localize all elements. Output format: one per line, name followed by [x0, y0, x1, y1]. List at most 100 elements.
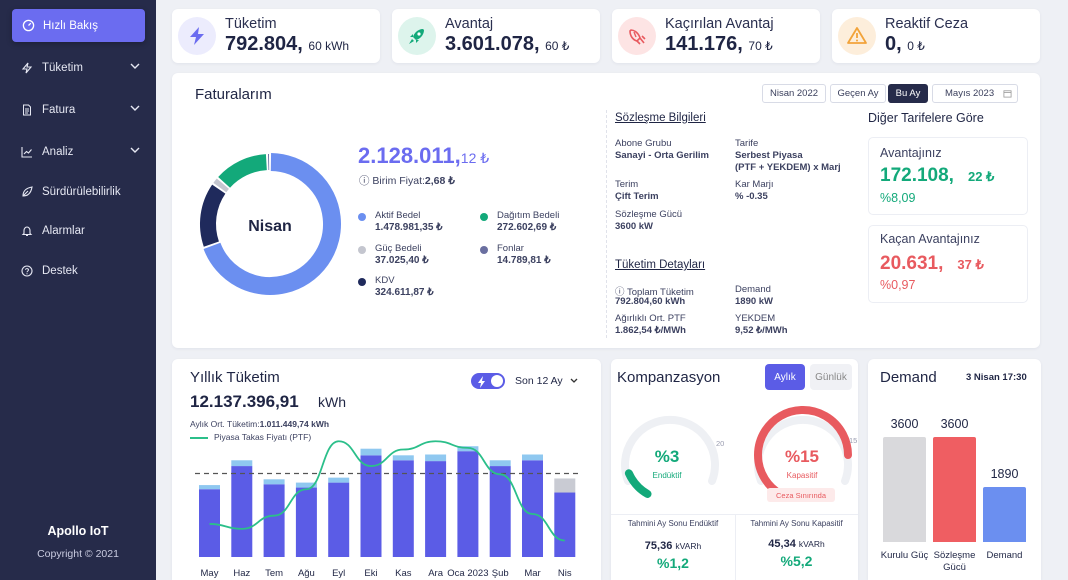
- ptf-label: Ağırlıklı Ort. PTF: [615, 313, 686, 324]
- donut-slice: [213, 178, 229, 193]
- bar-cap: [360, 448, 382, 456]
- est-kapasitif-pct: %5,2: [780, 553, 813, 569]
- x-tick-label: Eki: [364, 568, 377, 579]
- kpi-label: Kaçırılan Avantaj: [665, 16, 774, 32]
- kpi-value: 3.601.078,: [445, 33, 540, 55]
- copyright: Copyright © 2021: [37, 548, 119, 560]
- donut-center-label: Nisan: [248, 218, 292, 235]
- chevron-down-icon: [130, 145, 140, 157]
- sidebar-item-surdurulebilirlik[interactable]: Sürdürülebilirlik: [20, 182, 142, 202]
- kpi-kacirilan-avantaj: Kaçırılan Avantaj 141.176, 70 ₺: [612, 9, 820, 63]
- chevron-down-icon: [570, 375, 578, 387]
- sidebar-item-hizli-bakis[interactable]: Hızlı Bakış: [12, 9, 145, 42]
- legend-swatch: [358, 246, 366, 254]
- toplam-value: 792.804,60 kWh: [615, 296, 686, 307]
- info-icon: ⓘ: [359, 175, 370, 187]
- bar-cap: [328, 477, 350, 483]
- sidebar-item-fatura[interactable]: Fatura: [20, 100, 142, 120]
- x-tick-label: Eyl: [332, 568, 345, 579]
- x-tick-label: Ağu: [298, 568, 315, 579]
- period-select[interactable]: Son 12 Ay: [515, 375, 578, 387]
- unit-price-label: Birim Fiyat:: [372, 175, 425, 187]
- kpi-decimal: 70 ₺: [748, 39, 773, 53]
- bar-cap: [231, 460, 253, 467]
- sidebar-item-label: Hızlı Bakış: [43, 19, 98, 32]
- donut-slice: [203, 153, 341, 295]
- est-kapasitif-value: 45,34 kVARh: [768, 538, 825, 550]
- gauge-max-enduktif: 20: [716, 439, 724, 448]
- sidebar-item-analiz[interactable]: Analiz: [20, 142, 142, 162]
- est-enduktif-label: Tahmini Ay Sonu Endüktif: [627, 519, 719, 528]
- missed-value: 20.631, 37 ₺: [880, 253, 984, 274]
- toplam-label: ⓘ Toplam Tüketim: [615, 287, 694, 298]
- consumption-details-title: Tüketim Detayları: [615, 259, 706, 271]
- ptf-value: 1.862,54 ₺/MWh: [615, 325, 686, 336]
- date-value: Mayıs 2023: [945, 88, 995, 99]
- leaf-icon: [20, 185, 34, 199]
- advantage-box: [868, 137, 1028, 215]
- kpi-decimal: 0 ₺: [907, 39, 925, 53]
- unit-price: ⓘ Birim Fiyat:2,68 ₺: [359, 173, 455, 188]
- missed-label: Kaçan Avantajınız: [880, 232, 980, 246]
- help-icon: [20, 264, 34, 278]
- date-picker[interactable]: Mayıs 2023: [932, 84, 1018, 103]
- demand-bar: [983, 486, 1026, 542]
- bell-icon: [20, 224, 34, 238]
- legend-value: 272.602,69 ₺: [497, 222, 557, 233]
- bar: [360, 455, 382, 557]
- ptf-legend-swatch: [190, 436, 208, 439]
- chart-icon: [20, 145, 34, 159]
- rocket-icon: [398, 17, 436, 55]
- donut-slice: [218, 154, 268, 188]
- bar: [328, 482, 350, 557]
- period-bu-ay[interactable]: Bu Ay: [888, 84, 928, 103]
- bar: [522, 460, 543, 557]
- yearly-consumption-chart: May Haz Tem Ağu Eyl Eki Kas Ara Oca 2023 Şub Mar Ni…: [195, 440, 582, 579]
- kpi-value: 141.176,: [665, 33, 743, 55]
- yearly-total: 12.137.396,91: [190, 392, 299, 411]
- sidebar-item-label: Sürdürülebilirlik: [42, 186, 121, 198]
- dashboard-icon: [22, 19, 35, 32]
- gauge-arc-enduktif: [624, 469, 652, 498]
- penalty-badge: [767, 488, 835, 502]
- bar: [425, 461, 447, 557]
- invoice-donut-chart: Nisan: [200, 153, 341, 295]
- period-nisan-2022[interactable]: Nisan 2022: [762, 84, 826, 103]
- demand-bar-value: 3600: [940, 417, 969, 431]
- brand-name: Apollo IoT: [47, 524, 109, 538]
- invoice-total: 2.128.011,12 ₺: [358, 143, 489, 169]
- abone-label: Abone Grubu: [615, 138, 672, 149]
- compensation-title: Kompanzasyon: [617, 369, 721, 386]
- period-gecen-ay[interactable]: Geçen Ay: [830, 84, 886, 103]
- bar: [489, 466, 511, 557]
- sidebar: Hızlı Bakış Tüketim Fatura Analiz Sürdür…: [0, 0, 156, 580]
- tab-aylik[interactable]: Aylık: [765, 364, 805, 390]
- bolt-toggle[interactable]: [471, 373, 505, 389]
- guc-label: Sözleşme Gücü: [615, 209, 683, 220]
- demand-bar: [933, 437, 976, 542]
- legend-label: Dağıtım Bedeli: [497, 210, 560, 221]
- contract-title: Sözleşme Bilgileri: [615, 112, 706, 124]
- divider: [611, 514, 858, 515]
- bar: [231, 466, 253, 557]
- sidebar-item-alarmlar[interactable]: Alarmlar: [20, 221, 142, 241]
- est-enduktif-value: 75,36 kVARh: [644, 540, 702, 552]
- sidebar-item-label: Analiz: [42, 146, 74, 158]
- yearly-title: Yıllık Tüketim: [190, 369, 280, 386]
- legend-value: 37.025,40 ₺: [375, 255, 429, 266]
- tab-gunluk[interactable]: Günlük: [810, 364, 852, 390]
- document-icon: [20, 103, 34, 117]
- demand-bar-label: Sözleşme Gücü: [933, 550, 976, 573]
- ptf-legend: Piyasa Takas Fiyatı (PTF): [190, 432, 311, 442]
- gauge-track-enduktif: [621, 415, 719, 485]
- sidebar-item-destek[interactable]: Destek: [20, 261, 142, 281]
- kpi-reaktif-ceza: Reaktif Ceza 0, 0 ₺: [832, 9, 1040, 63]
- broken-rocket-icon: [618, 17, 656, 55]
- legend-swatch: [480, 246, 488, 254]
- penalty-note: Ceza Sınırında: [776, 491, 827, 500]
- sidebar-item-tuketim[interactable]: Tüketim: [20, 58, 142, 78]
- legend-item: Güç Bedeli 37.025,40 ₺: [358, 243, 429, 266]
- compensation-gauges: 20 %3 Endüktif 15 %15 Kapasitif Ceza Sın…: [621, 406, 857, 502]
- x-tick-label: Tem: [265, 568, 283, 579]
- invoices-title: Faturalarım: [195, 86, 272, 103]
